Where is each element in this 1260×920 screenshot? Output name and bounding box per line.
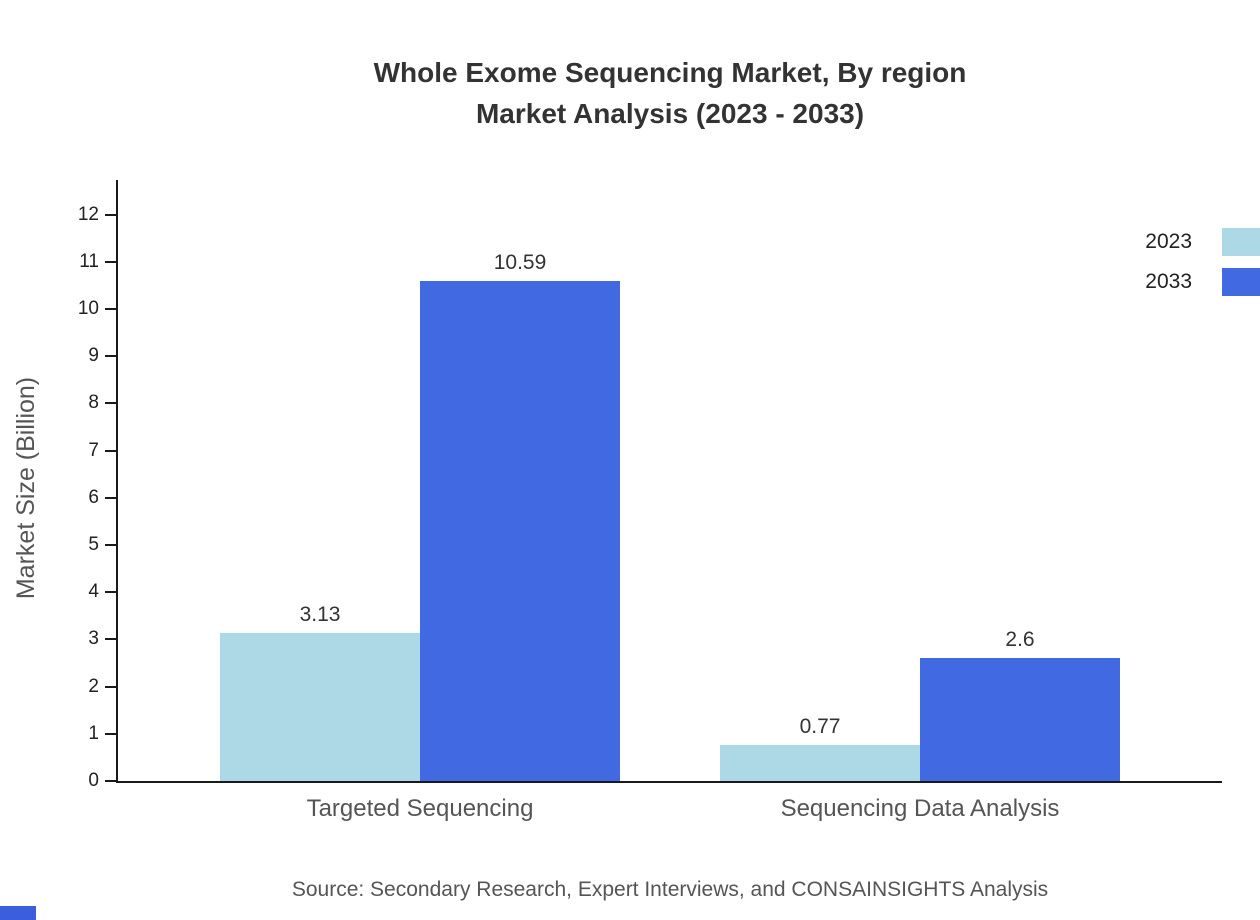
y-tick-mark [105, 308, 117, 310]
chart-subtitle: Market Analysis (2023 - 2033) [475, 98, 865, 129]
source-text: Source: Secondary Research, Expert Inter… [291, 878, 1049, 901]
y-tick-mark [105, 591, 117, 594]
y-tick-mark [105, 638, 117, 641]
bar-2023-2 [720, 744, 920, 781]
y-tick-label: 10 [77, 298, 99, 319]
bar-value-label: 2.6 [1005, 628, 1035, 652]
y-tick-label: 11 [79, 250, 99, 272]
y-tick-label: 7 [88, 439, 99, 461]
bar-value-label: 3.13 [299, 603, 341, 627]
y-tick-label: 4 [88, 581, 99, 603]
y-tick-mark [105, 449, 117, 452]
legend-row-2023: 2023 [1145, 222, 1260, 262]
legend-swatch [1222, 228, 1260, 256]
y-tick-label: 1 [88, 722, 99, 744]
x-axis-line [116, 781, 1222, 783]
bar-2023-1 [220, 633, 420, 781]
y-tick-label: 5 [88, 534, 99, 555]
legend-swatch [1222, 268, 1260, 296]
y-tick-mark [105, 780, 117, 782]
legend-row-2033: 2033 [1145, 262, 1260, 302]
y-tick-mark [105, 496, 117, 499]
y-tick-mark [105, 544, 117, 546]
y-tick-label: 0 [88, 770, 99, 791]
y-tick-label: 3 [88, 628, 99, 650]
category-label-1: Targeted Sequencing [306, 795, 534, 822]
y-tick-mark [105, 213, 117, 216]
y-tick-label: 9 [88, 345, 99, 367]
chart-title: Whole Exome Sequencing Market, By region [373, 57, 967, 88]
y-tick-mark [105, 732, 117, 735]
legend-label: 2023 [1145, 230, 1192, 253]
y-tick-label: 8 [88, 392, 99, 414]
y-tick-label: 2 [88, 675, 99, 697]
y-tick-mark [105, 260, 117, 263]
legend: 2023 2033 [1145, 222, 1260, 302]
bar-2033-1 [420, 281, 620, 781]
bar-value-label: 0.77 [799, 714, 841, 738]
category-label-2: Sequencing Data Analysis [780, 795, 1060, 822]
brand-mark [0, 906, 36, 920]
y-tick-label: 12 [77, 203, 99, 225]
bar-value-label: 10.59 [493, 251, 547, 275]
y-axis-line [116, 180, 118, 783]
bar-2033-2 [920, 658, 1120, 781]
y-tick-label: 6 [88, 486, 99, 508]
y-tick-mark [105, 402, 117, 405]
y-tick-mark [105, 355, 117, 358]
legend-label: 2033 [1145, 270, 1192, 293]
y-tick-mark [105, 685, 117, 688]
chart-title-block: Whole Exome Sequencing Market, By region… [80, 52, 1260, 134]
